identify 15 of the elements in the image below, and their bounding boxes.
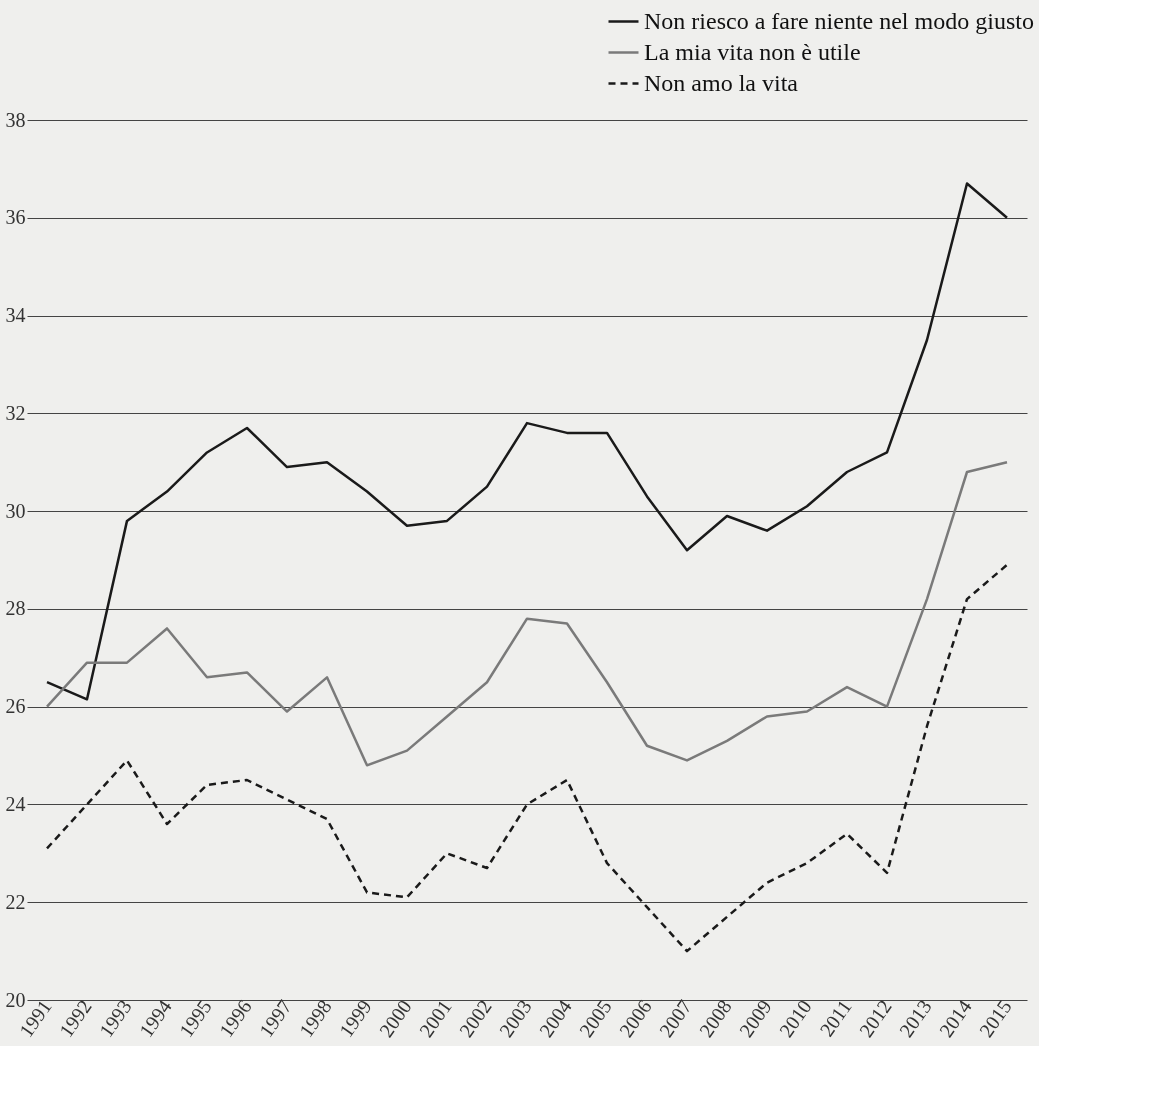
y-tick-label: 22 xyxy=(5,890,26,913)
y-tick-label: 24 xyxy=(5,792,26,815)
y-tick-label: 26 xyxy=(5,695,26,718)
y-tick-label: 30 xyxy=(5,499,26,522)
y-tick-label: 34 xyxy=(5,304,26,327)
y-tick-label: 28 xyxy=(5,597,26,620)
legend-label: La mia vita non è utile xyxy=(644,38,861,65)
legend-label: Non amo la vita xyxy=(644,69,799,96)
y-tick-label: 36 xyxy=(5,206,26,229)
line-series xyxy=(45,460,1009,767)
line-series xyxy=(45,563,1009,953)
legend-label: Non riesco a fare niente nel modo giusto xyxy=(644,7,1034,34)
y-tick-label: 38 xyxy=(5,108,26,131)
line-series xyxy=(45,182,1009,701)
y-tick-label: 32 xyxy=(5,401,26,424)
